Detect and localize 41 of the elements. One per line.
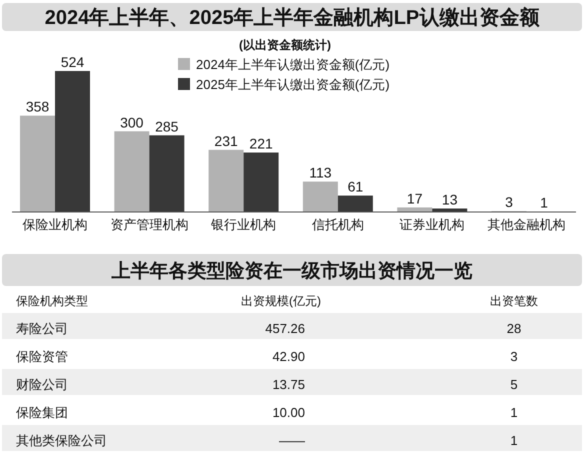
text: 保险集团 — [16, 405, 68, 420]
data-label: 300 — [120, 114, 144, 130]
data-label: 17 — [406, 190, 423, 206]
x-tick-label: 银行业机构 — [210, 217, 276, 232]
x-tick-label: 其他金融机构 — [488, 217, 566, 232]
text: 保险资管 — [16, 349, 68, 364]
text: 上半年各类型险资在一级市场出资情况一览 — [110, 260, 472, 282]
text: 1 — [510, 433, 518, 448]
chart-title: 2024年上半年、2025年上半年金融机构LP认缴出资金额 — [44, 6, 540, 30]
data-label: 113 — [309, 164, 332, 181]
data-label: 1 — [540, 194, 548, 211]
text: 5 — [510, 377, 518, 392]
x-tick-label: 证券业机构 — [400, 217, 465, 232]
data-label: 61 — [348, 178, 364, 195]
text: 13.75 — [272, 377, 305, 392]
data-label: 358 — [26, 98, 50, 115]
text: 10.00 — [272, 405, 305, 420]
text: 42.90 — [272, 349, 305, 364]
text: 出资笔数 — [490, 294, 538, 308]
text: 财险公司 — [16, 377, 68, 392]
data-label: 13 — [442, 192, 458, 208]
text: 出资规模(亿元) — [241, 294, 321, 308]
legend-label: 2025年上半年认缴出资金额(亿元) — [196, 77, 390, 92]
data-label: 524 — [60, 54, 84, 70]
x-tick-label: 保险业机构 — [22, 217, 88, 232]
text: 28 — [506, 321, 522, 336]
data-label: 231 — [214, 132, 238, 149]
text: 457.26 — [265, 321, 305, 336]
x-tick-label: 资产管理机构 — [110, 217, 188, 232]
text: 寿险公司 — [16, 321, 68, 336]
text: 1 — [510, 405, 518, 420]
text: —— — [279, 433, 305, 448]
data-label: 3 — [505, 194, 514, 210]
data-label: 285 — [155, 118, 179, 134]
data-label: 221 — [249, 136, 273, 152]
text: 3 — [510, 349, 518, 364]
legend-label: 2024年上半年认缴出资金额(亿元) — [196, 57, 390, 72]
chart-subtitle: (以出资金额统计) — [239, 38, 331, 52]
text: 其他类保险公司 — [16, 433, 107, 448]
x-tick-label: 信托机构 — [312, 217, 364, 232]
text: 保险机构类型 — [16, 294, 88, 308]
